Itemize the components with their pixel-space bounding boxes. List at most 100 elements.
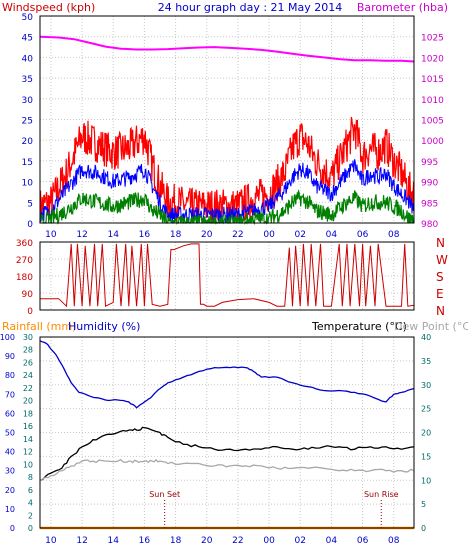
- x-tick-label: 08: [388, 536, 400, 546]
- x-tick-label: 12: [76, 230, 87, 240]
- rainfall-tick-label: 10: [23, 460, 33, 469]
- humidity-axis-label: Humidity (%): [68, 320, 140, 333]
- x-tick-label: 10: [45, 536, 57, 546]
- wind_low-series: [39, 188, 415, 226]
- wind-axis-label: Windspeed (kph): [2, 1, 95, 14]
- rainfall-tick-label: 24: [23, 371, 33, 380]
- humidity-ticks: 0 10 20 30 40 50 60 70 80 90 100: [0, 333, 15, 533]
- wind-tick-label: 10: [22, 179, 34, 189]
- rainfall-tick-label: 30: [23, 333, 33, 342]
- compass-label: W: [436, 253, 448, 267]
- chart-title: 24 hour graph day : 21 May 2014: [158, 1, 343, 14]
- x-tick-label: 10: [45, 230, 57, 240]
- temperature-series: [39, 426, 415, 481]
- x-tick-label: 16: [139, 230, 151, 240]
- dew_point-series: [39, 458, 415, 481]
- rainfall-tick-label: 12: [23, 448, 33, 457]
- top-plot-frame: [39, 15, 415, 224]
- wind-tick-label: 20: [22, 137, 34, 147]
- x-tick-label: 04: [326, 230, 338, 240]
- dewpoint-axis-label: Dew Point (°C): [394, 320, 468, 333]
- humidity-tick-label: 60: [5, 409, 15, 418]
- direction-tick-label: 0: [27, 307, 33, 317]
- wind-tick-label: 40: [22, 54, 34, 64]
- direction-series: [40, 243, 415, 308]
- rainfall-tick-label: 28: [23, 346, 33, 355]
- rainfall-tick-label: 14: [23, 435, 33, 444]
- direction-tick-label: 90: [22, 290, 34, 300]
- bottom-grid: [40, 337, 414, 528]
- temperature-tick-label: 15: [421, 452, 431, 461]
- rainfall-tick-label: 4: [28, 499, 33, 508]
- x-tick-label: 00: [263, 536, 275, 546]
- rainfall-tick-label: 6: [28, 486, 33, 495]
- x-tick-label: 14: [108, 230, 120, 240]
- rainfall-tick-label: 22: [23, 384, 33, 393]
- compass-label: N: [436, 304, 445, 318]
- rainfall-tick-label: 18: [23, 409, 33, 418]
- rainfall-tick-label: 8: [28, 473, 33, 482]
- sun-annotation-label: Sun Set: [149, 490, 180, 499]
- barometer-tick-label: 990: [421, 179, 438, 189]
- x-tick-label: 12: [76, 536, 87, 546]
- humidity-tick-label: 50: [5, 429, 15, 438]
- barometer-tick-label: 985: [421, 199, 438, 209]
- humidity-tick-label: 70: [5, 390, 15, 399]
- x-tick-label: 18: [170, 230, 182, 240]
- temperature-tick-label: 25: [421, 405, 431, 414]
- temperature-tick-label: 5: [421, 500, 426, 509]
- barometer-axis-label: Barometer (hba): [357, 1, 448, 14]
- humidity-tick-label: 90: [5, 352, 15, 361]
- bottom-plot-frame: [39, 336, 415, 529]
- humidity-tick-label: 100: [0, 333, 15, 342]
- temperature-tick-label: 30: [421, 381, 431, 390]
- temperature-tick-label: 20: [421, 429, 431, 438]
- wind-tick-label: 30: [22, 96, 34, 106]
- rainfall-tick-label: 16: [23, 422, 33, 431]
- humidity-tick-label: 20: [5, 486, 15, 495]
- x-tick-label: 04: [326, 536, 338, 546]
- barometer-tick-label: 1005: [421, 117, 444, 127]
- barometer-tick-label: 1015: [421, 75, 444, 85]
- rainfall-tick-label: 20: [23, 397, 33, 406]
- x-tick-label: 18: [170, 536, 182, 546]
- humidity-tick-label: 30: [5, 467, 15, 476]
- x-tick-label: 22: [232, 536, 243, 546]
- sun-annotation-label: Sun Rise: [364, 490, 399, 499]
- x-tick-label: 08: [388, 230, 400, 240]
- barometer-series: [39, 35, 415, 63]
- compass-label: S: [436, 270, 444, 284]
- humidity-tick-label: 10: [5, 505, 15, 514]
- wind_avg-series: [39, 159, 415, 224]
- direction-series: [40, 243, 415, 308]
- temperature-tick-label: 40: [421, 333, 431, 342]
- compass-label: N: [436, 236, 445, 250]
- rainfall-tick-label: 26: [23, 358, 33, 367]
- wind-tick-label: 50: [22, 13, 34, 23]
- sun-annotations: Sun Set Sun Rise: [149, 490, 399, 528]
- rainfall-tick-label: 0: [28, 524, 33, 533]
- top-right-ticks: 980 985 990 995 1000 1005 1010 1015 1020 1025: [421, 34, 444, 230]
- top-series: [39, 35, 415, 226]
- barometer-tick-label: 995: [421, 158, 438, 168]
- temperature-ticks: 0 5 10 15 20 25 30 35 40: [421, 333, 431, 533]
- wind-tick-label: 35: [22, 75, 33, 85]
- bottom-x-ticks: 10 12 14 16 18 20 22 00 02 04 06 08: [45, 536, 400, 546]
- direction-left-ticks: 0 90 180 270 360: [16, 239, 33, 317]
- barometer-tick-label: 1010: [421, 96, 444, 106]
- direction-tick-label: 180: [16, 273, 33, 283]
- humidity-tick-label: 80: [5, 371, 15, 380]
- x-tick-label: 20: [201, 536, 213, 546]
- x-tick-label: 00: [263, 230, 275, 240]
- wind-tick-label: 5: [27, 199, 33, 209]
- rainfall-axis-label: Rainfall (mm): [2, 320, 76, 333]
- top-x-ticks: 10 12 14 16 18 20 22 00 02 04 06 08: [45, 230, 400, 240]
- humidity-series: [39, 340, 415, 409]
- humidity-tick-label: 40: [5, 448, 15, 457]
- compass-label: E: [436, 287, 444, 301]
- direction-plot-frame: [39, 241, 415, 311]
